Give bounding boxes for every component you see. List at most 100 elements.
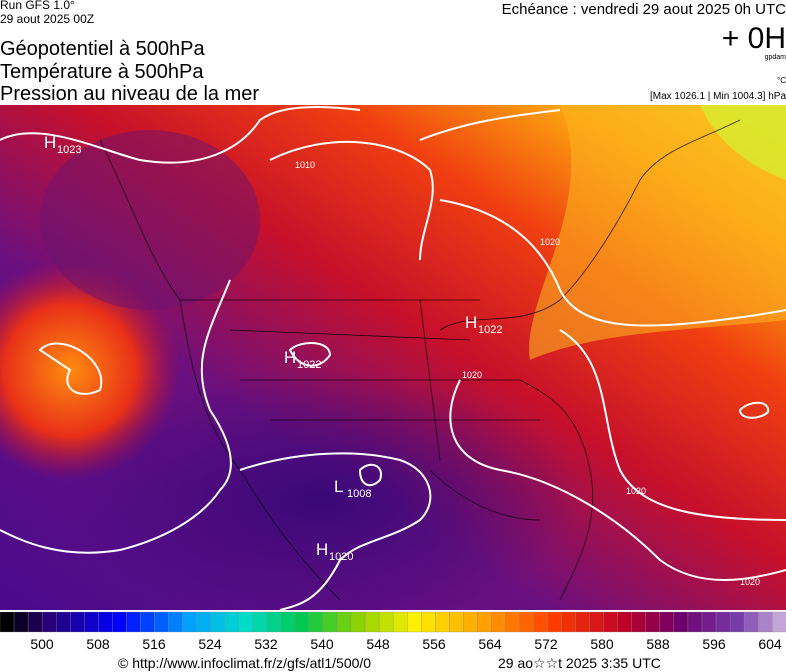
color-swatch	[280, 611, 295, 633]
color-swatch	[701, 611, 717, 633]
forecast-time: Echéance : vendredi 29 aout 2025 0h UTC	[502, 1, 786, 18]
color-swatch	[84, 611, 99, 633]
forecast-offset: + 0H	[722, 22, 786, 55]
color-swatch	[687, 611, 703, 633]
color-swatch	[154, 611, 169, 633]
pressure-center-value: 1023	[57, 144, 81, 156]
color-swatch	[266, 611, 281, 633]
color-swatch	[758, 611, 773, 633]
pressure-center-letter: H	[44, 133, 56, 152]
color-swatch	[308, 611, 324, 633]
pressure-center-value: 1022	[297, 359, 321, 371]
color-swatch	[743, 611, 759, 633]
color-swatch	[13, 611, 29, 633]
color-swatch	[196, 611, 211, 633]
color-swatch	[168, 611, 183, 633]
color-scale-label: 556	[422, 636, 446, 652]
color-swatch	[533, 611, 548, 633]
color-scale-label: 540	[310, 636, 334, 652]
color-swatch	[673, 611, 689, 633]
title-line: Pression au niveau de la mer	[0, 83, 259, 105]
color-swatch	[407, 611, 422, 633]
color-swatch	[617, 611, 632, 633]
color-scale-label: 500	[30, 636, 54, 652]
map	[0, 105, 786, 610]
isobar-label: 1020	[462, 370, 482, 380]
color-swatch	[0, 611, 15, 633]
color-scale-label: 564	[478, 636, 502, 652]
color-swatch	[140, 611, 155, 633]
color-swatch	[224, 611, 239, 633]
color-swatch	[364, 611, 380, 633]
color-scale-label: 588	[646, 636, 670, 652]
color-swatch	[519, 611, 534, 633]
pressure-center-value: 1022	[478, 324, 502, 336]
color-swatch	[603, 611, 618, 633]
temp-unit: °C	[777, 76, 786, 85]
title-line: Géopotentiel à 500hPa	[0, 38, 205, 60]
color-swatch	[182, 611, 197, 633]
color-swatch	[56, 611, 71, 633]
isobar-label: 1010	[295, 160, 315, 170]
geo-unit: gpdam	[765, 54, 786, 61]
color-swatch	[659, 611, 675, 633]
color-swatch	[98, 611, 113, 633]
run-date: 29 aout 2025 00Z	[0, 12, 94, 26]
isobar-label: 1020	[540, 237, 560, 247]
color-swatch	[336, 611, 352, 633]
color-swatch	[715, 611, 731, 633]
color-swatch	[729, 611, 745, 633]
color-swatch	[491, 611, 506, 633]
pressure-center-letter: H	[284, 348, 296, 367]
run-label: Run GFS 1.0°	[0, 0, 75, 12]
color-swatch	[477, 611, 492, 633]
color-swatch	[561, 611, 576, 633]
color-swatch	[112, 611, 127, 633]
color-scale-label: 596	[702, 636, 726, 652]
color-swatch	[392, 611, 408, 633]
color-swatch	[505, 611, 520, 633]
pressure-center-value: 1020	[329, 551, 353, 563]
timestamp: 29 ao☆☆t 2025 3:35 UTC	[498, 655, 661, 671]
color-swatch	[322, 611, 338, 633]
color-swatch	[421, 611, 436, 633]
color-swatch	[589, 611, 604, 633]
source-url: © http://www.infoclimat.fr/z/gfs/atl1/50…	[118, 655, 371, 671]
color-swatch	[126, 611, 141, 633]
color-swatch	[631, 611, 646, 633]
color-swatch	[547, 611, 562, 633]
color-swatch	[772, 611, 786, 633]
color-swatch	[210, 611, 225, 633]
color-scale-label: 580	[590, 636, 614, 652]
color-swatch	[27, 611, 43, 633]
color-scale-label: 572	[534, 636, 558, 652]
color-swatch	[378, 611, 394, 633]
color-swatch	[238, 611, 253, 633]
color-scale-label: 524	[198, 636, 222, 652]
pressure-center-letter: L	[334, 477, 343, 496]
color-swatch	[575, 611, 590, 633]
color-swatch	[294, 611, 310, 633]
color-swatch	[645, 611, 661, 633]
pressure-center-value: 1008	[347, 488, 371, 500]
color-swatch	[41, 611, 57, 633]
title-line: Température à 500hPa	[0, 61, 204, 83]
color-scale-label: 508	[86, 636, 110, 652]
pressure-center-letter: H	[316, 540, 328, 559]
isobar-label: 1020	[626, 486, 646, 496]
color-swatch	[252, 611, 267, 633]
color-swatch	[70, 611, 85, 633]
color-scale-label: 548	[366, 636, 390, 652]
color-swatch	[463, 611, 478, 633]
color-scale-label: 532	[254, 636, 278, 652]
color-scale-label: 516	[142, 636, 166, 652]
color-swatch	[435, 611, 450, 633]
color-swatch	[350, 611, 366, 633]
pressure-center-letter: H	[465, 313, 477, 332]
isobar-label: 1020	[740, 577, 760, 587]
color-scale-label: 604	[758, 636, 782, 652]
color-swatch	[449, 611, 464, 633]
pressure-extremes: [Max 1026.1 | Min 1004.3] hPa	[650, 91, 786, 102]
